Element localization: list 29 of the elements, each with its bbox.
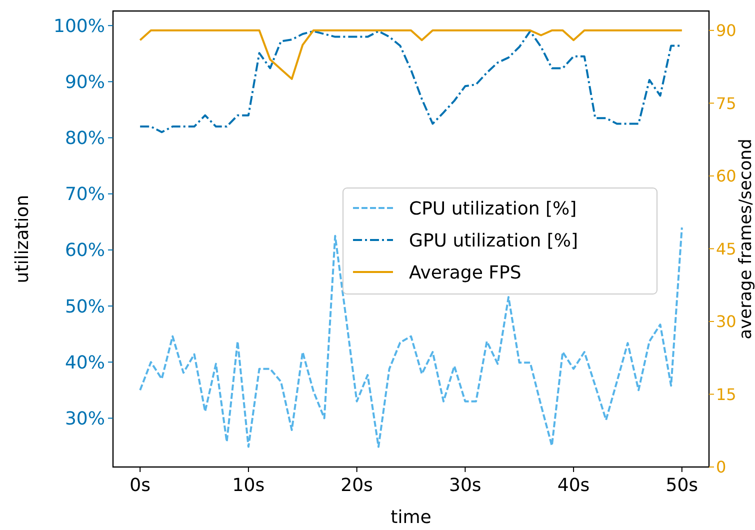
y2-tick-label: 60 (716, 166, 736, 186)
legend-label: CPU utilization [%] (409, 198, 577, 220)
x-tick-label: 50s (666, 475, 698, 496)
y-tick-label: 60% (64, 240, 105, 262)
y-axis-title: utilization (12, 194, 33, 284)
line-series (139, 226, 683, 448)
y2-tick-label: 75 (716, 94, 736, 113)
x-tick-label: 30s (449, 475, 482, 496)
x-axis-title: time (390, 507, 432, 528)
legend-label: GPU utilization [%] (409, 230, 578, 252)
y2-tick-label: 45 (716, 239, 736, 258)
y2-tick-label: 90 (716, 21, 736, 40)
y2-axis-title: average frames/second (736, 138, 755, 340)
y-tick-label: 70% (64, 184, 105, 206)
y2-tick-label: 30 (716, 312, 736, 332)
x-tick-label: 40s (557, 475, 590, 496)
x-tick-label: 0s (130, 475, 151, 496)
y-tick-label: 90% (64, 72, 105, 93)
y-tick-label: 30% (64, 408, 105, 430)
y-tick-label: 80% (64, 128, 105, 150)
x-tick-label: 20s (340, 475, 373, 496)
x-tick-label: 10s (232, 475, 265, 496)
y-tick-label: 100% (54, 16, 105, 37)
y-tick-label: 40% (64, 352, 105, 374)
y2-tick-label: 0 (716, 458, 726, 477)
y2-tick-label: 15 (716, 384, 736, 404)
legend-label: Average FPS (409, 262, 522, 284)
y-tick-label: 50% (64, 296, 105, 318)
line-series (139, 29, 683, 80)
